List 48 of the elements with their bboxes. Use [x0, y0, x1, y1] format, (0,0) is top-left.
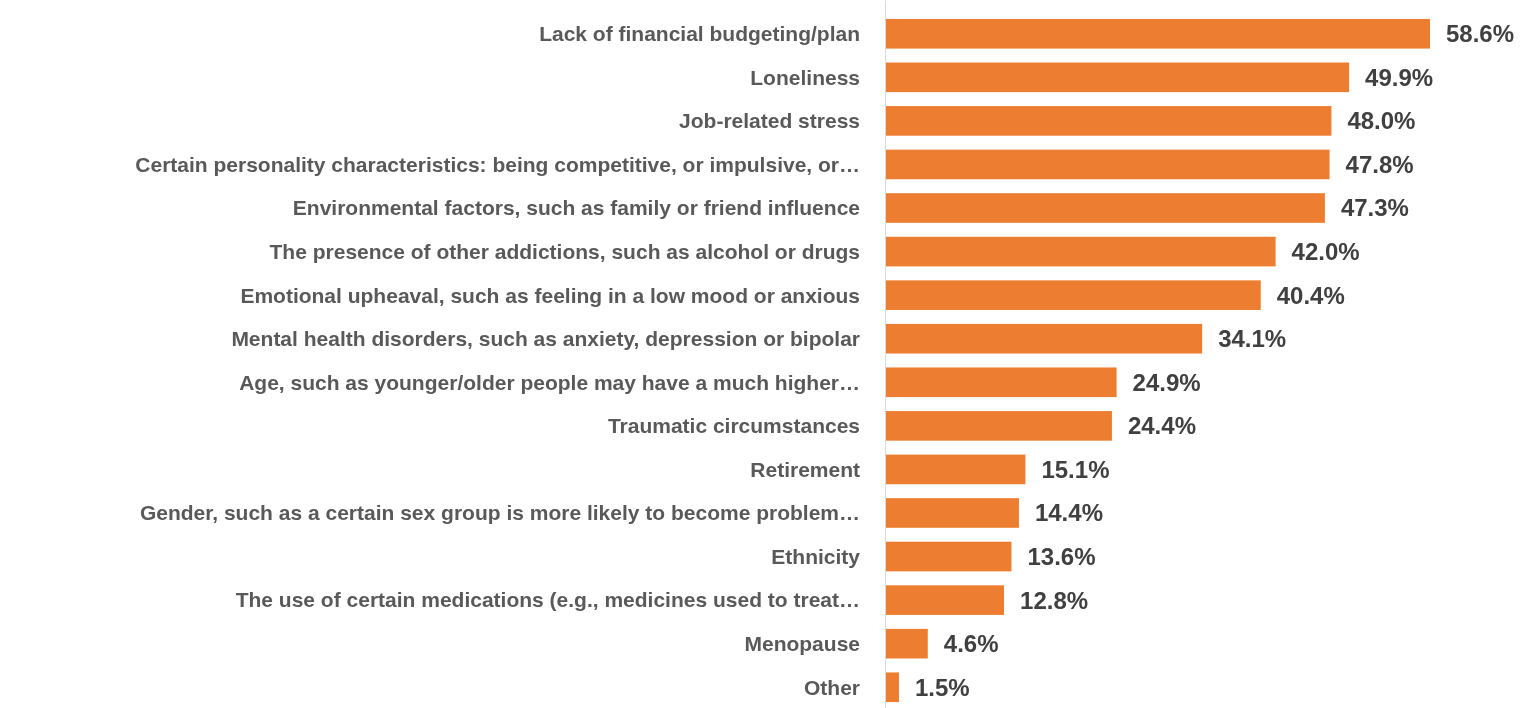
- y-tick-label: Emotional upheaval, such as feeling in a low mood or anxious: [240, 283, 860, 307]
- y-tick-label: The use of certain medications (e.g., medicines used to treat…: [235, 588, 860, 612]
- bar: [885, 585, 1005, 615]
- y-tick-label: Environmental factors, such as family or friend influence: [292, 196, 860, 220]
- bar: [885, 454, 1026, 485]
- bar: [885, 106, 1332, 136]
- bar: [885, 672, 899, 703]
- y-tick-label: Age, such as younger/older people may have a much higher…: [239, 370, 860, 394]
- data-label: 49.9%: [1365, 63, 1434, 91]
- data-label: 15.1%: [1041, 455, 1110, 483]
- bar: [885, 498, 1019, 528]
- data-label: 12.8%: [1020, 586, 1089, 614]
- bar: [885, 62, 1350, 93]
- data-label: 24.9%: [1132, 368, 1201, 396]
- bar: [885, 367, 1117, 398]
- bar: [885, 193, 1325, 223]
- bar: [885, 149, 1330, 180]
- data-label: 24.4%: [1127, 412, 1196, 440]
- bar: [885, 236, 1276, 267]
- data-label: 58.6%: [1446, 20, 1515, 48]
- data-label: 42.0%: [1291, 237, 1360, 265]
- y-tick-label: Retirement: [750, 457, 860, 481]
- data-label: 47.8%: [1345, 150, 1414, 178]
- bar: [885, 411, 1112, 441]
- y-tick-label: Ethnicity: [771, 544, 861, 568]
- data-label: 1.5%: [914, 673, 970, 701]
- y-tick-label: Lack of financial budgeting/plan: [539, 22, 860, 46]
- data-label: 14.4%: [1034, 499, 1103, 527]
- data-label: 4.6%: [943, 630, 999, 658]
- data-label: 34.1%: [1218, 325, 1287, 353]
- y-tick-label: Mental health disorders, such as anxiety, depression or bipolar: [231, 327, 860, 351]
- y-tick-label: Job-related stress: [679, 109, 860, 133]
- data-label: 13.6%: [1027, 542, 1096, 570]
- y-tick-label: The presence of other addictions, such as alcohol or drugs: [269, 239, 860, 263]
- data-label: 47.3%: [1340, 194, 1409, 222]
- bar: [885, 323, 1203, 354]
- y-tick-label: Traumatic circumstances: [607, 414, 860, 438]
- data-label: 48.0%: [1347, 107, 1416, 135]
- bar: [885, 18, 1430, 49]
- y-tick-label: Certain personality characteristics: being competitive, or impulsive, or…: [135, 152, 860, 176]
- bar: [885, 541, 1012, 572]
- bar: [885, 280, 1261, 310]
- y-tick-label: Loneliness: [750, 65, 860, 89]
- bar: [885, 628, 928, 659]
- y-tick-label: Gender, such as a certain sex group is more likely to become problem…: [139, 501, 860, 525]
- data-label: 40.4%: [1276, 281, 1345, 309]
- y-tick-label: Menopause: [744, 632, 860, 656]
- y-tick-label: Other: [803, 675, 860, 699]
